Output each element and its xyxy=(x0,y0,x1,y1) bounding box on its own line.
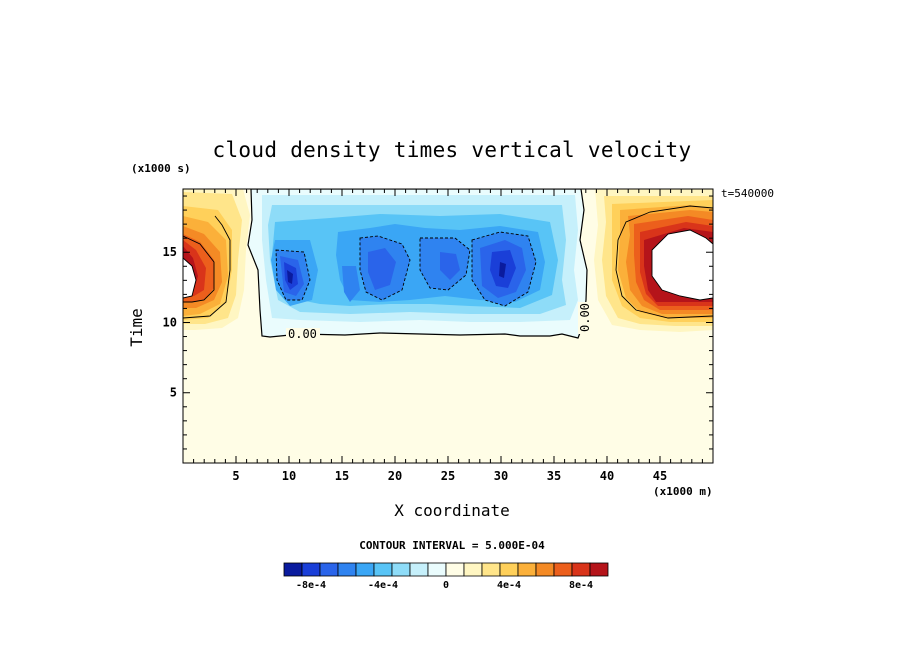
colorbar-swatch xyxy=(337,562,357,577)
x-tick-label: 25 xyxy=(441,469,455,483)
y-axis-ticks: 5 10 15 xyxy=(163,195,713,450)
y-axis-unit: (x1000 s) xyxy=(131,162,191,175)
x-tick-label: 40 xyxy=(600,469,614,483)
colorbar-tick-label: -8e-4 xyxy=(296,580,326,591)
colorbar-tick-label: 0 xyxy=(443,580,449,591)
contour-label-zero-right: 0.00 xyxy=(578,303,592,332)
colorbar-swatch xyxy=(355,562,375,577)
positive-cell-left xyxy=(183,189,250,330)
x-tick-label: 5 xyxy=(232,469,239,483)
colorbar-swatch xyxy=(445,562,465,577)
x-axis-unit: (x1000 m) xyxy=(653,485,713,498)
colorbar-swatch xyxy=(571,562,591,577)
y-tick-label: 10 xyxy=(163,315,177,329)
colorbar-swatch xyxy=(481,562,501,577)
y-tick-label: 15 xyxy=(163,245,177,259)
positive-cell-right xyxy=(594,189,713,332)
contour-field xyxy=(183,189,713,463)
x-axis-ticks: 5 10 15 20 25 30 35 40 45 xyxy=(193,189,703,483)
colorbar-swatch xyxy=(391,562,411,577)
left-cell-outer-contour xyxy=(183,215,231,319)
x-tick-label: 10 xyxy=(282,469,296,483)
negative-level-5 xyxy=(276,232,536,306)
right-cell-outer-contour xyxy=(615,205,713,319)
right-cell-white-core xyxy=(651,229,713,301)
colorbar-swatch xyxy=(463,562,483,577)
colorbar-swatch xyxy=(301,562,321,577)
colorbar: -8e-4 -4e-4 0 4e-4 8e-4 xyxy=(283,562,609,591)
contour-label-zero-bottom: 0.00 xyxy=(288,327,317,341)
time-label: t=540000 xyxy=(721,187,774,200)
colorbar-swatch xyxy=(517,562,537,577)
colorbar-swatch xyxy=(499,562,519,577)
colorbar-swatch xyxy=(319,562,339,577)
colorbar-tick-label: 4e-4 xyxy=(497,580,521,591)
x-tick-label: 45 xyxy=(653,469,667,483)
colorbar-swatch xyxy=(535,562,555,577)
x-tick-label: 15 xyxy=(335,469,349,483)
contour-interval-text: CONTOUR INTERVAL = 5.000E-04 xyxy=(359,539,545,552)
x-axis-label: X coordinate xyxy=(394,501,510,520)
colorbar-tick-label: -4e-4 xyxy=(368,580,398,591)
y-tick-label: 5 xyxy=(170,386,177,400)
colorbar-tick-label: 8e-4 xyxy=(569,580,593,591)
colorbar-swatch xyxy=(283,562,303,577)
negative-contour-dashed xyxy=(275,231,537,307)
colorbar-swatch xyxy=(553,562,573,577)
chart-title: cloud density times vertical velocity xyxy=(212,138,692,162)
x-tick-label: 20 xyxy=(388,469,402,483)
left-cell-zero-contour xyxy=(183,235,215,303)
colorbar-swatch xyxy=(409,562,429,577)
negative-level-7 xyxy=(284,250,516,290)
negative-region xyxy=(247,189,588,339)
colorbar-swatch xyxy=(373,562,393,577)
negative-level-6 xyxy=(280,240,526,298)
x-tick-label: 35 xyxy=(547,469,561,483)
colorbar-swatch xyxy=(427,562,447,577)
colorbar-swatch xyxy=(589,562,609,577)
x-tick-label: 30 xyxy=(494,469,508,483)
left-cell-white-core xyxy=(183,257,197,299)
